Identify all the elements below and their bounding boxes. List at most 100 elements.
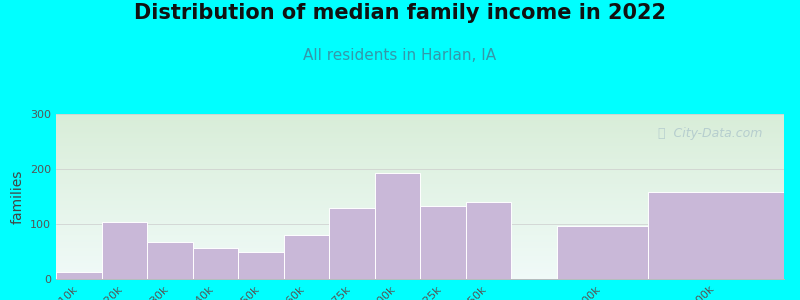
Bar (56, 246, 784, 247)
Bar (56, 236, 784, 237)
Bar (56, 256, 784, 257)
Bar (56, 222, 784, 223)
Bar (56, 189, 784, 190)
Bar (56, 121, 784, 122)
Bar (56, 116, 784, 117)
Bar (56, 150, 784, 152)
Bar (56, 276, 784, 277)
Bar (56, 224, 784, 225)
Bar (56, 249, 784, 250)
Bar (56, 172, 784, 173)
Bar (56, 262, 784, 264)
Bar (56, 247, 784, 248)
Bar (56, 251, 784, 253)
Bar (56, 230, 784, 231)
Bar (56, 234, 784, 235)
Bar (283, 235, 329, 279)
Bar (420, 206, 466, 279)
Bar (56, 210, 784, 211)
Bar (56, 144, 784, 145)
Bar (56, 211, 784, 212)
Bar (56, 183, 784, 184)
Bar (56, 206, 784, 208)
Bar (56, 228, 784, 230)
Bar (56, 257, 784, 258)
Bar (56, 202, 784, 203)
Bar (147, 242, 193, 279)
Bar (56, 254, 784, 255)
Bar (56, 199, 784, 200)
Bar (56, 259, 784, 260)
Bar (56, 170, 784, 171)
Bar (56, 227, 784, 228)
Bar (56, 270, 784, 271)
Bar (56, 260, 784, 261)
Bar (56, 255, 784, 256)
Bar (56, 146, 784, 147)
Bar (56, 266, 784, 267)
Bar (56, 158, 784, 159)
Bar (56, 115, 784, 116)
Bar (56, 188, 784, 189)
Bar (56, 220, 784, 221)
Bar (56, 161, 784, 162)
Bar (56, 139, 784, 140)
Bar (56, 193, 784, 194)
Bar (56, 195, 784, 196)
Bar (56, 168, 784, 169)
Bar (56, 179, 784, 180)
Bar (56, 165, 784, 166)
Bar (56, 149, 784, 150)
Bar (56, 191, 784, 192)
Bar (56, 242, 784, 243)
Bar (56, 218, 784, 220)
Bar (56, 122, 784, 123)
Bar (56, 182, 784, 183)
Bar (56, 128, 784, 129)
Bar (102, 222, 147, 279)
Bar (56, 264, 784, 265)
Bar (56, 226, 784, 227)
Bar (56, 198, 784, 199)
Bar (56, 145, 784, 146)
Bar (56, 175, 784, 176)
Bar (56, 232, 784, 233)
Bar (56, 215, 784, 216)
Bar (56, 278, 784, 279)
Bar (56, 184, 784, 185)
Bar (56, 212, 784, 213)
Bar (56, 133, 784, 134)
Bar (56, 138, 784, 139)
Bar (193, 248, 238, 279)
Bar (56, 187, 784, 188)
Bar (56, 129, 784, 130)
Bar (56, 268, 784, 269)
Bar (56, 178, 784, 179)
Bar (56, 235, 784, 236)
Bar (56, 177, 784, 178)
Bar (56, 205, 784, 206)
Bar (647, 192, 784, 279)
Bar (56, 244, 784, 245)
Bar (56, 119, 784, 121)
Bar (56, 148, 784, 149)
Bar (56, 267, 784, 268)
Bar (56, 124, 784, 125)
Bar (238, 251, 283, 279)
Bar (56, 156, 784, 157)
Bar (56, 130, 784, 132)
Bar (56, 225, 784, 226)
Bar (56, 176, 784, 177)
Bar (56, 181, 784, 182)
Bar (56, 125, 784, 126)
Bar (56, 180, 784, 181)
Bar (56, 162, 784, 164)
Bar (56, 166, 784, 167)
Bar (56, 164, 784, 165)
Bar (56, 253, 784, 254)
Bar (56, 250, 784, 251)
Bar (56, 208, 784, 210)
Bar (56, 160, 784, 161)
Bar (56, 147, 784, 148)
Text: All residents in Harlan, IA: All residents in Harlan, IA (303, 48, 497, 63)
